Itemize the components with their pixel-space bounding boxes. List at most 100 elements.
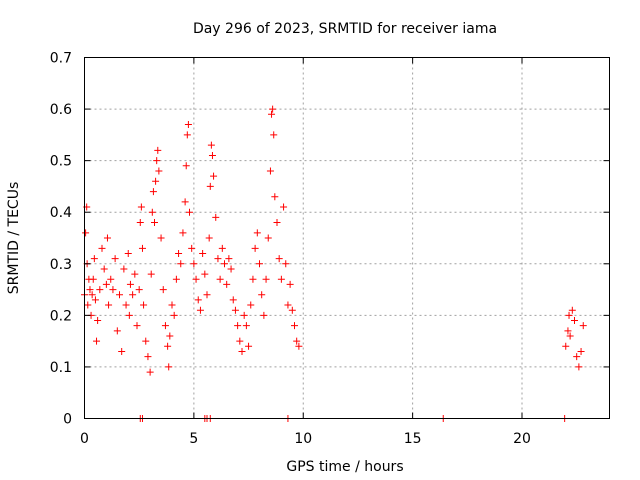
data-point — [103, 234, 111, 242]
data-point — [118, 347, 126, 355]
data-point — [253, 229, 261, 237]
data-point — [190, 260, 198, 268]
x-axis-label: GPS time / hours — [286, 459, 403, 475]
data-point — [137, 203, 145, 211]
y-tick-label: 0.5 — [50, 154, 72, 170]
data-point — [562, 342, 570, 350]
y-tick-label: 0.1 — [50, 360, 72, 376]
data-point — [157, 234, 165, 242]
data-point — [280, 203, 288, 211]
data-point — [133, 322, 141, 330]
data-point — [111, 255, 119, 263]
data-point — [258, 291, 266, 299]
data-point — [221, 260, 228, 268]
data-point — [113, 327, 121, 335]
y-axis-label: SRMTID / TECUs — [6, 182, 22, 295]
data-point — [192, 275, 200, 283]
data-point — [100, 265, 108, 273]
data-point — [295, 342, 303, 350]
data-point — [282, 260, 290, 268]
data-point — [131, 270, 139, 278]
data-point — [206, 182, 214, 190]
data-point — [196, 306, 204, 314]
data-point — [105, 301, 113, 309]
data-point — [182, 162, 190, 170]
data-point — [291, 322, 298, 330]
data-point — [170, 311, 178, 319]
data-point — [98, 244, 106, 252]
data-point — [288, 306, 296, 314]
data-point — [82, 229, 90, 237]
data-point — [214, 255, 222, 263]
data-point — [245, 342, 253, 350]
data-point — [568, 306, 576, 314]
data-point — [266, 167, 274, 175]
data-point — [277, 275, 285, 283]
data-point — [93, 337, 101, 345]
data-point — [89, 275, 97, 283]
data-point — [201, 270, 209, 278]
data-point — [212, 213, 220, 221]
data-point — [84, 301, 92, 309]
data-point — [286, 280, 294, 288]
data-point — [251, 244, 259, 252]
data-point — [126, 280, 134, 288]
x-tick-label: 5 — [189, 431, 198, 447]
data-point — [125, 311, 133, 319]
x-tick-label: 10 — [294, 431, 312, 447]
x-tick-label: 15 — [404, 431, 422, 447]
data-point — [216, 275, 224, 283]
data-point — [284, 301, 292, 309]
data-point — [566, 332, 574, 340]
data-point — [579, 322, 587, 330]
data-point — [153, 157, 161, 165]
data-point — [135, 286, 143, 294]
data-point — [231, 306, 239, 314]
data-point — [573, 353, 581, 361]
chart-title: Day 296 of 2023, SRMTID for receiver iam… — [193, 21, 497, 37]
data-point — [210, 172, 218, 180]
data-point — [242, 322, 250, 330]
data-point — [159, 286, 167, 294]
data-point — [236, 337, 244, 345]
data-point — [256, 260, 263, 268]
data-point — [96, 286, 104, 294]
data-point — [269, 105, 277, 113]
y-tick-label: 0.3 — [50, 257, 72, 273]
data-point — [184, 121, 192, 129]
grid-lines — [84, 57, 610, 419]
data-point — [154, 146, 162, 154]
data-point — [183, 131, 191, 139]
data-point — [564, 327, 572, 335]
data-point — [260, 311, 268, 319]
data-point — [129, 291, 137, 299]
data-point — [293, 337, 301, 345]
data-point — [164, 342, 172, 350]
data-point — [208, 151, 216, 159]
data-point — [161, 322, 169, 330]
data-point — [240, 311, 248, 319]
data-point — [94, 317, 102, 325]
data-point — [186, 208, 193, 216]
x-tick-label: 20 — [513, 431, 531, 447]
plot-frame — [84, 57, 610, 419]
data-point — [144, 353, 152, 361]
data-point — [249, 275, 257, 283]
data-point — [203, 291, 211, 299]
data-point — [138, 244, 146, 252]
data-point — [575, 363, 583, 371]
y-tick-label: 0.7 — [50, 51, 72, 67]
data-point — [91, 296, 99, 304]
y-tick-label: 0.6 — [50, 102, 72, 118]
data-point — [270, 131, 278, 139]
tick-labels: 0 0.1 0.2 0.3 0.4 0.5 0.6 0.7 0 5 10 15 20 — [50, 51, 531, 448]
y-tick-label: 0.4 — [50, 205, 72, 221]
data-point — [136, 219, 144, 227]
data-point — [247, 301, 255, 309]
data-point — [151, 219, 158, 227]
data-point — [238, 347, 246, 355]
data-point — [140, 301, 148, 309]
data-point — [271, 193, 279, 201]
data-point — [142, 337, 150, 345]
